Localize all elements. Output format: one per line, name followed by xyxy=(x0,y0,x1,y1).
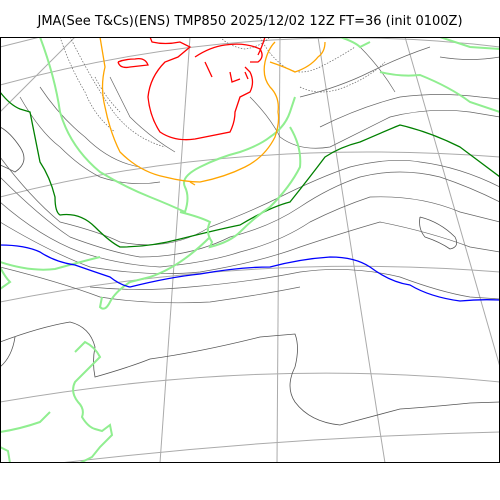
isotherm-green-light xyxy=(0,37,500,463)
chart-title: JMA(See T&Cs)(ENS) TMP850 2025/12/02 12Z… xyxy=(37,14,463,29)
isotherm-red xyxy=(117,37,266,141)
isotherm-green-dark xyxy=(0,91,500,248)
weather-map xyxy=(0,37,500,463)
longitude-lines xyxy=(0,37,500,463)
coastlines xyxy=(0,126,500,426)
latitude-lines xyxy=(0,37,500,463)
isotherms-minor xyxy=(0,46,500,304)
isotherm-orange xyxy=(99,37,326,186)
isotherms-dotted xyxy=(59,37,386,148)
isotherm-blue xyxy=(0,244,500,302)
